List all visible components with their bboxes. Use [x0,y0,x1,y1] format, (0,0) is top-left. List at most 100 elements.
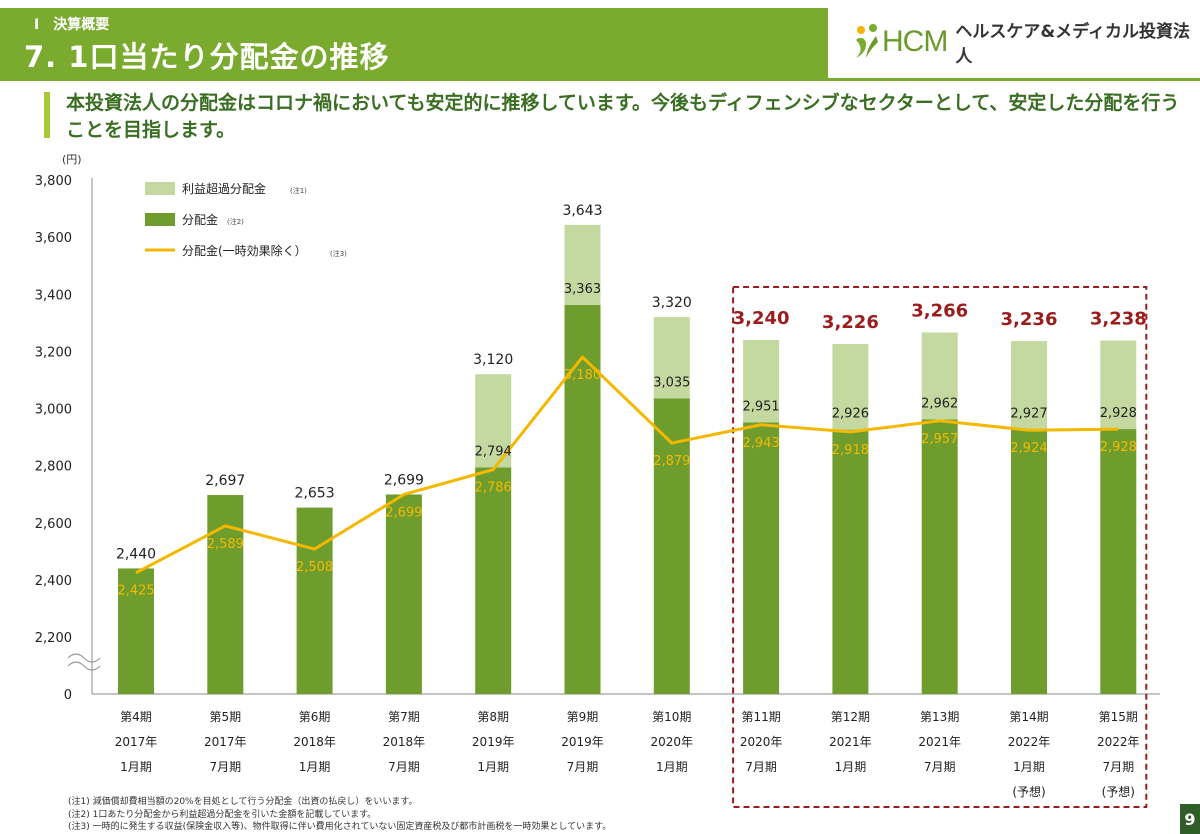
bar-distribution [1100,429,1137,694]
total-data-label: 3,226 [822,312,879,333]
distribution-data-label: 2,951 [742,399,779,414]
footnote-1: (注1) 減価償却費相当額の20%を目処として行う分配金（出資の払戻し）をいいま… [68,797,418,807]
legend-note-line: (注3) [330,249,347,258]
line-data-label: 2,918 [832,443,869,458]
line-data-label: 2,508 [296,560,333,575]
distribution-data-label: 3,035 [653,376,690,391]
total-data-label: 3,266 [911,301,968,322]
bar-excess-distribution [1011,341,1047,430]
distribution-data-label: 2,926 [832,407,869,422]
bar-distribution [653,398,690,694]
bar-distribution [921,419,958,694]
header-underline [0,78,1200,81]
bar-distribution [1011,429,1047,694]
x-category-label: 1月期 [1013,760,1045,774]
x-category-label: 第6期 [299,710,331,724]
bar-distribution [743,422,780,694]
distribution-data-label: 3,363 [564,282,601,297]
x-category-label: 1月期 [656,760,688,774]
x-category-label: 2018年 [293,735,336,749]
y-tick-label: 2,800 [35,460,72,475]
line-data-label: 2,589 [207,537,244,552]
x-category-label: 7月期 [388,760,420,774]
bar-distribution [296,507,333,694]
bar-distribution [385,494,422,694]
x-category-label: 1月期 [299,760,331,774]
x-category-label: 1月期 [835,760,867,774]
footnote-3: (注3) 一時的に発生する収益(保険金収入等)、物件取得に伴い費用化されていない… [68,822,612,832]
line-distribution-excl-onetime [135,355,1119,575]
x-category-label: 7月期 [745,760,777,774]
x-category-label: 第14期 [1009,710,1048,724]
y-tick-label: 3,400 [35,288,72,303]
x-category-label: 2017年 [115,735,158,749]
line-data-label: 2,957 [921,432,958,447]
line-data-label: 2,699 [385,505,422,520]
x-category-label: 2021年 [918,735,961,749]
total-data-label: 3,238 [1090,309,1147,330]
axis-break-icon [67,653,101,671]
bar-excess-distribution [475,374,512,468]
page-number: 9 [1180,804,1200,834]
x-category-label: 2018年 [383,735,426,749]
bar-distribution [832,429,869,694]
total-data-label: 2,653 [295,486,335,502]
bar-distribution [475,467,512,694]
forecast-highlight-box [732,286,1148,808]
x-category-label: 7月期 [1102,760,1134,774]
legend-label-line: 分配金(一時効果除く） [182,243,307,258]
legend-swatch-excess [145,182,175,195]
x-category-label: 第10期 [652,710,691,724]
x-category-label: 7月期 [924,760,956,774]
x-category-label: 第15期 [1099,710,1138,724]
legend-note-distribution: (注2) [227,217,244,226]
x-category-label: 第12期 [831,710,870,724]
header-bar [0,8,828,78]
x-category-label: 2019年 [472,735,515,749]
y-tick-label: 3,600 [35,231,72,246]
x-category-label: 2021年 [829,735,872,749]
footnote-2: (注2) 1口あたり分配金から利益超過分配金を引いた金額を記載しています。 [68,809,377,820]
total-data-label: 3,120 [473,352,513,368]
line-data-label: 3,180 [564,368,601,383]
footnotes: (注1) 減価償却費相当額の20%を目処として行う分配金（出資の払戻し）をいいま… [68,796,611,834]
page-title: 7. 1口当たり分配金の推移 [24,40,390,74]
section-label: Ⅰ 決算概要 [34,17,110,33]
x-category-label: 第4期 [120,710,152,724]
x-category-label: 7月期 [209,760,241,774]
x-category-label: 第5期 [209,710,241,724]
y-tick-label: 2,400 [35,574,72,589]
y-tick-label: 3,800 [35,174,72,189]
y-tick-label: 0 [64,688,72,703]
legend-note-excess: (注1) [290,186,307,195]
distribution-data-label: 2,928 [1100,406,1137,421]
total-data-label: 3,643 [562,203,602,219]
y-axis-unit: (円) [62,153,82,166]
bar-distribution [564,304,601,694]
x-category-label: (予想) [1102,784,1135,799]
x-category-label: 第7期 [388,710,420,724]
x-category-label: 第13期 [920,710,959,724]
company-logo: HCM ヘルスケア&メディカル投資法人 [852,20,1200,67]
bar-excess-distribution [743,339,780,423]
bar-excess-distribution [564,224,601,305]
total-data-label: 3,240 [733,308,790,329]
hcm-leaf-icon [852,22,880,62]
y-tick-label: 3,000 [35,403,72,418]
distribution-data-label: 2,794 [475,444,512,459]
x-category-label: 2017年 [204,735,247,749]
total-data-label: 2,697 [205,473,245,489]
lead-accent-bar [44,92,50,138]
bar-excess-distribution [1100,340,1137,430]
distribution-data-label: 2,962 [921,396,958,411]
bar-excess-distribution [832,343,869,430]
legend-label-distribution: 分配金 [182,212,218,227]
company-name: ヘルスケア&メディカル投資法人 [955,22,1190,67]
bar-excess-distribution [653,317,690,399]
x-category-label: 1月期 [477,760,509,774]
lead-text: 本投資法人の分配金はコロナ禍においても安定的に推移しています。今後もディフェンシ… [66,92,1180,141]
x-category-label: 第9期 [567,710,599,724]
line-data-label: 2,928 [1100,440,1137,455]
x-category-label: 第8期 [477,710,509,724]
